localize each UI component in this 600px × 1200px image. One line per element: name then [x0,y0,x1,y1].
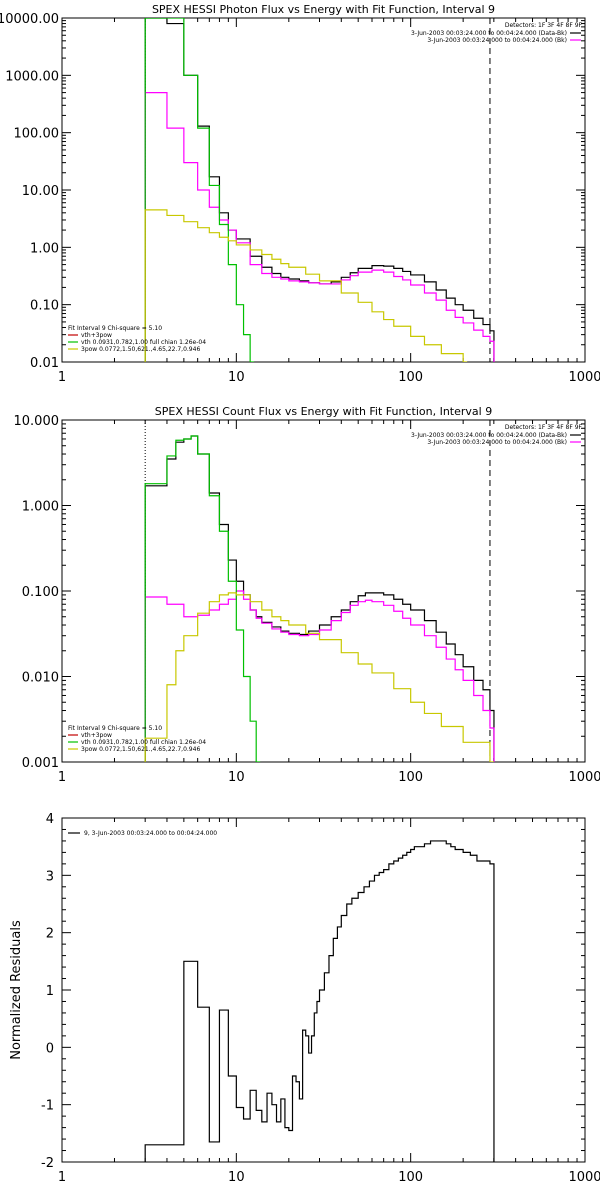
legend-label: 9, 3-Jun-2003 00:03:24.000 to 00:04:24.0… [84,830,217,837]
series-group [144,435,495,762]
x-tick-label: 1000 [568,1170,600,1185]
count-flux-chart: SPEX HESSI Count Flux vs Energy with Fit… [14,405,600,785]
normalized-residuals-chart: 1 10 100 1000 -2 -1 0 1 2 3 4 Normalized Residuals 9… [9,812,600,1185]
y-tick-label: 4 [46,812,54,827]
y-tick-label: -2 [41,1156,54,1171]
x-tick-label: 1 [58,370,66,385]
y-tick-label: 10.00 [22,184,59,199]
plot-frame [61,419,586,763]
y-tick-label: 0.010 [22,671,59,686]
chart-title: SPEX HESSI Count Flux vs Energy with Fit… [155,405,492,418]
y-tick-label: 0.01 [30,356,59,371]
chart-title: SPEX HESSI Photon Flux vs Energy with Fi… [152,3,495,16]
y-tick-label: 10.000 [14,414,60,429]
x-tick-label: 100 [398,1170,423,1185]
y-axis-label: Normalized Residuals [9,920,24,1060]
time-label: 3-Jun-2003 00:03:24.000 to 00:04:24.000 … [411,30,567,37]
y-tick-label: 100.00 [14,127,60,142]
fit-header: Fit Interval 9 Chi-square = 5.10 [68,325,162,332]
x-tick-label: 10 [228,370,245,385]
time-label: 3-Jun-2003 00:03:24.000 to 00:04:24.000 … [427,37,567,44]
series-line-0 [144,840,495,1162]
y-tick-label: -1 [41,1099,54,1114]
legend-label: 3pow 0.0772,1.50,621.,4.65,22.7,0.946 [81,746,200,753]
y-tick-label: 10000.00 [0,12,59,27]
y-tick-label: 1.00 [30,241,59,256]
y-tick-label: 2 [46,927,54,942]
y-tick-label: 0 [46,1041,54,1056]
legend-label: vth+3pow [81,732,112,739]
series-line-1 [144,590,495,762]
y-tick-label: 0.100 [22,585,59,600]
series-line-2 [144,435,261,762]
y-tick-label: 3 [46,869,54,884]
series-group [144,840,495,1162]
time-label: 3-Jun-2003 00:03:24.000 to 00:04:24.000 … [427,439,567,446]
fit-header: Fit Interval 9 Chi-square = 5.10 [68,725,162,732]
legend-label: vth 0.0931,0.782,1.00 full chian 1.26e-0… [81,739,206,746]
y-tick-label: 0.10 [30,299,59,314]
legend-label: vth 0.0931,0.782,1.00 full chian 1.26e-0… [81,339,206,346]
detectors-label: Detectors: 1F 3F 4F 8F 9F [505,424,583,431]
series-group [144,18,495,362]
series-line-2 [144,18,255,362]
legend-label: 3pow 0.0772,1.50,621.,4.65,22.7,0.946 [81,346,200,353]
x-tick-label: 1000 [568,770,600,785]
plot-frame [61,17,586,363]
photon-flux-chart: SPEX HESSI Photon Flux vs Energy with Fi… [0,3,600,385]
legend-label: vth+3pow [81,332,112,339]
x-tick-label: 1 [58,770,66,785]
x-tick-label: 10 [228,770,245,785]
y-tick-label: 1 [46,984,54,999]
x-tick-label: 100 [398,770,423,785]
time-label: 3-Jun-2003 00:03:24.000 to 00:04:24.000 … [411,432,567,439]
x-tick-label: 100 [398,370,423,385]
detectors-label: Detectors: 1F 3F 4F 8F 9F [505,22,583,29]
x-tick-label: 1000 [568,370,600,385]
series-line-3 [144,209,468,362]
series-line-3 [144,592,494,762]
y-tick-label: 1000.00 [5,69,59,84]
x-tick-label: 10 [228,1170,245,1185]
y-tick-label: 1.000 [22,500,59,515]
x-tick-label: 1 [58,1170,66,1185]
y-tick-label: 0.001 [22,756,59,771]
